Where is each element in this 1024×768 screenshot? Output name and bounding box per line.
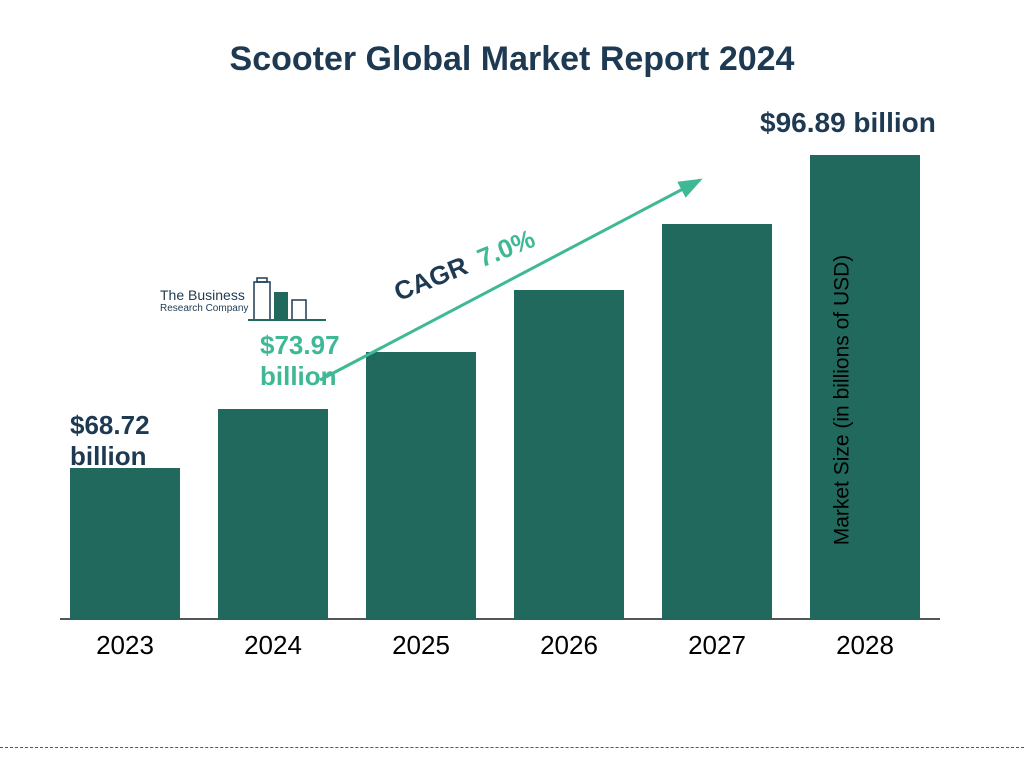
plot-region — [60, 120, 940, 620]
xlabel-2026: 2026 — [514, 630, 624, 661]
callout-2028: $96.89 billion — [760, 106, 936, 140]
callout-2028-value: $96.89 billion — [760, 106, 936, 140]
bar-2027 — [662, 224, 772, 620]
bar-2028 — [810, 155, 920, 620]
xlabel-2027: 2027 — [662, 630, 772, 661]
xlabel-2023: 2023 — [70, 630, 180, 661]
x-axis-line — [60, 618, 940, 620]
callout-2023-unit: billion — [70, 441, 150, 472]
callout-2024-unit: billion — [260, 361, 340, 392]
callout-2023-value: $68.72 — [70, 410, 150, 441]
y-axis-label: Market Size (in billions of USD) — [831, 255, 855, 546]
chart-area: The Business Research Company CAGR 7.0% … — [60, 120, 940, 680]
xlabel-2028: 2028 — [810, 630, 920, 661]
bar-2026 — [514, 290, 624, 620]
xlabel-2025: 2025 — [366, 630, 476, 661]
bar-2025 — [366, 352, 476, 620]
bar-2023 — [70, 468, 180, 620]
callout-2024-value: $73.97 — [260, 330, 340, 361]
callout-2023: $68.72 billion — [70, 410, 150, 472]
xlabel-2024: 2024 — [218, 630, 328, 661]
bar-2024 — [218, 409, 328, 620]
chart-title: Scooter Global Market Report 2024 — [0, 0, 1024, 79]
footer-divider — [0, 747, 1024, 748]
callout-2024: $73.97 billion — [260, 330, 340, 392]
